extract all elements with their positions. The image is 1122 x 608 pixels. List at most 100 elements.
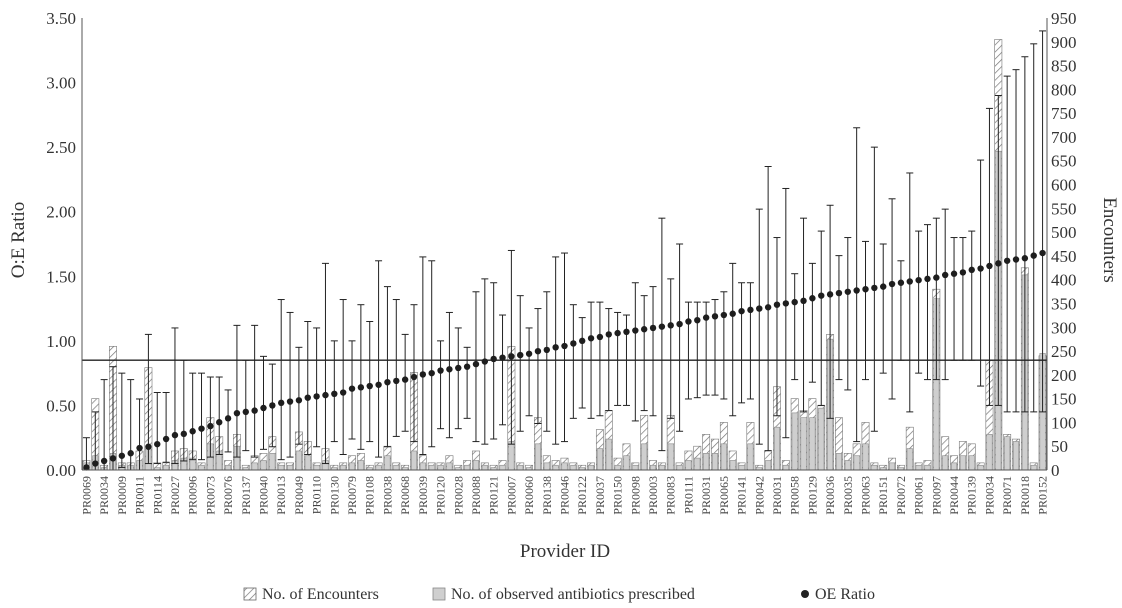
- x-tick-label: PR0040: [256, 476, 270, 515]
- oe-point: [100, 457, 108, 465]
- antibiotic-bar: [251, 462, 258, 471]
- antibiotic-bar: [641, 443, 648, 471]
- x-tick-label: PR0049: [292, 476, 306, 515]
- y-axis-right-title: Encounters: [1099, 197, 1120, 282]
- oe-point: [791, 298, 798, 306]
- y-tick-label-right: 750: [1051, 104, 1077, 123]
- oe-point: [286, 398, 294, 405]
- x-tick-label: PR0042: [752, 476, 766, 515]
- y-tick-label-right: 800: [1051, 80, 1077, 99]
- x-tick-label: PR0141: [735, 476, 749, 515]
- antibiotic-bar: [968, 455, 975, 471]
- oe-point: [83, 464, 90, 471]
- x-tick-label: PR0027: [168, 476, 182, 515]
- oe-point: [251, 407, 258, 414]
- oe-point: [915, 276, 922, 284]
- x-tick-label: PR0046: [558, 476, 572, 515]
- oe-point: [685, 318, 692, 325]
- oe-point: [729, 310, 736, 317]
- legend-encounters-label: No. of Encounters: [262, 586, 379, 603]
- antibiotic-bar: [862, 443, 869, 471]
- oe-point: [1003, 257, 1011, 264]
- x-tick-label: PR0072: [894, 476, 908, 515]
- oe-point: [1012, 256, 1020, 263]
- oe-point: [853, 287, 860, 294]
- antibiotic-bar: [295, 450, 302, 471]
- y-tick-label-left: 2.00: [46, 203, 76, 222]
- antibiotic-bar: [871, 464, 878, 471]
- x-tick-label: PR0034: [982, 476, 996, 515]
- oe-point: [295, 397, 303, 404]
- oe-point: [463, 363, 471, 370]
- oe-point: [322, 391, 329, 399]
- antibiotic-bar: [357, 460, 364, 471]
- antibiotic-bar: [782, 464, 789, 471]
- x-tick-label: PR0037: [593, 476, 607, 515]
- antibiotic-bar: [791, 412, 798, 471]
- oe-point: [897, 279, 905, 286]
- oe-point: [1039, 249, 1046, 257]
- antibiotic-bar: [818, 407, 825, 471]
- oe-point: [410, 373, 418, 381]
- oe-point: [950, 270, 958, 277]
- x-tick-label: PR0011: [133, 476, 147, 514]
- oe-point: [596, 333, 604, 341]
- antibiotic-bar: [809, 417, 816, 471]
- oe-point: [224, 415, 232, 422]
- x-tick-label: PR0038: [380, 476, 394, 515]
- y-tick-label-right: 900: [1051, 33, 1077, 52]
- antibiotic-bar: [950, 462, 958, 471]
- oe-point: [756, 305, 763, 312]
- x-tick-label: PR0009: [115, 476, 129, 515]
- oe-point: [738, 307, 745, 315]
- oe-point: [118, 452, 126, 459]
- antibiotic-bar: [543, 462, 550, 471]
- y-tick-label-right: 150: [1051, 390, 1077, 409]
- oe-point: [720, 311, 728, 319]
- oe-point: [1030, 252, 1037, 259]
- antibiotic-bar: [410, 450, 418, 471]
- oe-point: [481, 358, 489, 365]
- oe-point: [534, 347, 542, 355]
- x-tick-label: PR0034: [97, 476, 111, 515]
- legend: No. of Encounters No. of observed antibi…: [243, 586, 875, 603]
- y-tick-label-right: 100: [1051, 413, 1077, 432]
- antibiotic-bar: [561, 462, 568, 471]
- right-axis-ticks: 0 50 100 150 200 250 300 350 400 450 500 550 600 650 7…: [1051, 9, 1077, 480]
- oe-point: [198, 425, 205, 432]
- x-tick-label: PR0013: [274, 476, 288, 515]
- oe-point: [888, 280, 896, 288]
- oe-point: [162, 435, 170, 443]
- x-tick-label: PR0114: [150, 476, 164, 514]
- oe-point: [490, 355, 497, 363]
- antibiotic-bar: [517, 464, 524, 471]
- x-tick-label: PR0058: [788, 476, 802, 515]
- antibiotic-bar: [924, 464, 931, 471]
- oe-point: [649, 324, 657, 332]
- y-tick-label-right: 50: [1051, 437, 1068, 456]
- antibiotic-bar: [260, 460, 267, 471]
- antibiotic-bar: [1030, 464, 1037, 471]
- antibiotic-bar: [472, 460, 480, 471]
- oe-point: [419, 371, 427, 378]
- oe-point: [924, 275, 931, 283]
- x-tick-label: PR0031: [699, 476, 713, 515]
- y-tick-label-left: 2.50: [46, 138, 76, 157]
- y-tick-label-left: 1.00: [46, 332, 76, 351]
- antibiotic-bar: [729, 460, 736, 471]
- oe-point: [446, 366, 453, 373]
- oe-point: [959, 269, 967, 276]
- antibiotic-bar: [667, 443, 674, 471]
- antibiotic-bar: [703, 453, 710, 471]
- x-tick-label: PR0088: [469, 476, 483, 515]
- x-tick-label: PR0028: [451, 476, 465, 515]
- oe-point: [800, 297, 807, 305]
- oe-point: [871, 284, 878, 292]
- antibiotic-bar: [278, 464, 285, 471]
- oe-point: [906, 278, 913, 285]
- x-tick-label: PR0121: [487, 476, 501, 515]
- oe-point: [747, 306, 754, 314]
- antibiotic-bar: [765, 460, 772, 471]
- antibiotic-bar: [348, 462, 356, 471]
- y-tick-label-right: 400: [1051, 271, 1077, 290]
